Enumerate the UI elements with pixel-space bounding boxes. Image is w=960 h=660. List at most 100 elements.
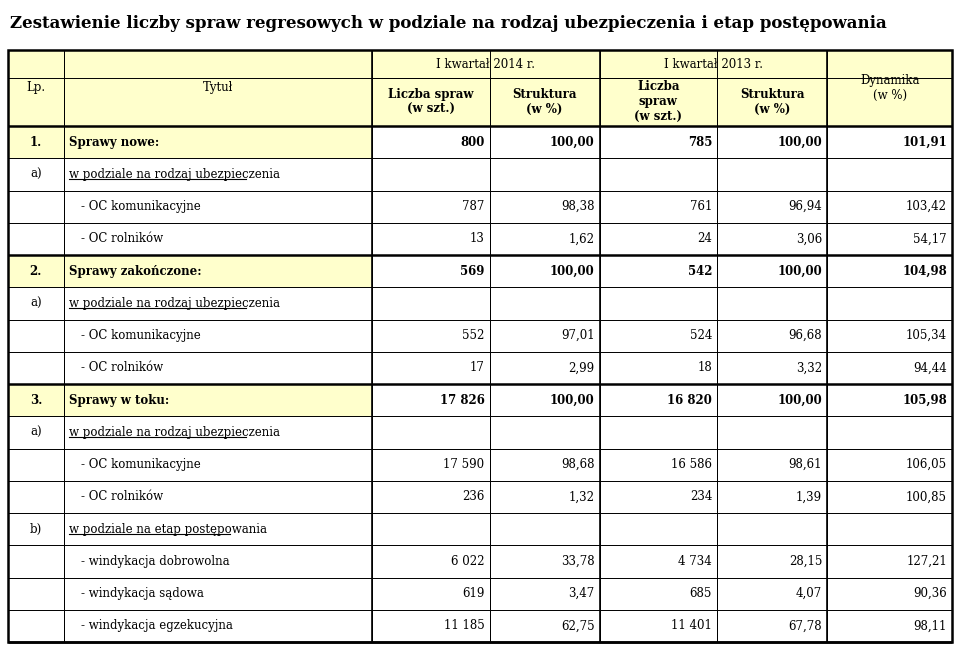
Text: 98,11: 98,11 <box>914 619 947 632</box>
Bar <box>8 191 63 223</box>
Text: Liczba
spraw
(w szt.): Liczba spraw (w szt.) <box>635 81 683 123</box>
Bar <box>828 191 952 223</box>
Text: w podziale na etap postępowania: w podziale na etap postępowania <box>69 523 267 536</box>
Bar <box>490 319 600 352</box>
Text: 62,75: 62,75 <box>561 619 594 632</box>
Bar <box>600 384 717 416</box>
Text: 542: 542 <box>687 265 712 278</box>
Text: 1,32: 1,32 <box>568 490 594 504</box>
Text: 104,98: 104,98 <box>902 265 947 278</box>
Text: 2.: 2. <box>30 265 42 278</box>
Text: 100,00: 100,00 <box>778 135 822 148</box>
Bar <box>63 416 372 449</box>
Bar <box>717 352 828 384</box>
Bar <box>490 191 600 223</box>
Bar <box>63 158 372 191</box>
Text: 11 401: 11 401 <box>671 619 712 632</box>
Bar <box>717 578 828 610</box>
Bar <box>8 126 63 158</box>
Bar <box>372 610 490 642</box>
Text: 524: 524 <box>689 329 712 342</box>
Bar <box>8 352 63 384</box>
Bar <box>490 384 600 416</box>
Bar <box>828 352 952 384</box>
Text: 100,00: 100,00 <box>778 393 822 407</box>
Bar <box>600 545 717 578</box>
Bar <box>600 126 717 158</box>
Text: b): b) <box>30 523 42 536</box>
Bar <box>490 578 600 610</box>
Bar <box>490 223 600 255</box>
Bar <box>8 50 63 126</box>
Bar <box>63 610 372 642</box>
Bar <box>372 480 490 513</box>
Bar <box>8 384 63 416</box>
Bar <box>63 352 372 384</box>
Text: 94,44: 94,44 <box>913 362 947 374</box>
Text: 17 590: 17 590 <box>444 458 485 471</box>
Bar <box>8 287 63 319</box>
Bar <box>828 287 952 319</box>
Bar <box>600 416 717 449</box>
Text: w podziale na rodzaj ubezpieczenia: w podziale na rodzaj ubezpieczenia <box>69 426 279 439</box>
Bar <box>828 50 952 126</box>
Text: I kwartał 2013 r.: I kwartał 2013 r. <box>664 57 763 71</box>
Text: 24: 24 <box>697 232 712 246</box>
Bar <box>490 513 600 545</box>
Text: 101,91: 101,91 <box>902 135 947 148</box>
Bar <box>600 578 717 610</box>
Bar <box>828 223 952 255</box>
Bar <box>717 287 828 319</box>
Text: 236: 236 <box>462 490 485 504</box>
Text: 98,68: 98,68 <box>562 458 594 471</box>
Text: Lp.: Lp. <box>26 81 45 94</box>
Text: 1,39: 1,39 <box>796 490 822 504</box>
Bar <box>8 449 63 480</box>
Bar <box>372 449 490 480</box>
Text: 100,00: 100,00 <box>778 265 822 278</box>
Bar <box>600 513 717 545</box>
Bar <box>600 50 828 78</box>
Text: 96,94: 96,94 <box>788 200 822 213</box>
Bar <box>8 255 63 287</box>
Bar <box>8 610 63 642</box>
Text: 67,78: 67,78 <box>788 619 822 632</box>
Bar <box>372 223 490 255</box>
Text: Sprawy w toku:: Sprawy w toku: <box>69 393 169 407</box>
Bar <box>600 78 717 126</box>
Text: Struktura
(w %): Struktura (w %) <box>740 88 804 116</box>
Text: 33,78: 33,78 <box>561 555 594 568</box>
Text: Liczba spraw
(w szt.): Liczba spraw (w szt.) <box>388 88 473 116</box>
Bar <box>8 416 63 449</box>
Text: 106,05: 106,05 <box>906 458 947 471</box>
Text: 787: 787 <box>462 200 485 213</box>
Text: 4,07: 4,07 <box>796 587 822 600</box>
Bar <box>8 223 63 255</box>
Bar <box>63 578 372 610</box>
Bar <box>490 610 600 642</box>
Bar <box>828 610 952 642</box>
Bar <box>372 255 490 287</box>
Bar <box>372 545 490 578</box>
Text: 97,01: 97,01 <box>561 329 594 342</box>
Bar <box>372 319 490 352</box>
Text: Sprawy nowe:: Sprawy nowe: <box>69 135 159 148</box>
Bar <box>717 480 828 513</box>
Bar <box>717 513 828 545</box>
Bar <box>372 126 490 158</box>
Bar <box>600 223 717 255</box>
Text: 98,38: 98,38 <box>562 200 594 213</box>
Text: 11 185: 11 185 <box>444 619 485 632</box>
Text: Tytuł: Tytuł <box>203 81 233 94</box>
Text: 3,06: 3,06 <box>796 232 822 246</box>
Text: 90,36: 90,36 <box>913 587 947 600</box>
Bar <box>8 578 63 610</box>
Bar <box>828 255 952 287</box>
Bar <box>600 191 717 223</box>
Bar <box>490 255 600 287</box>
Bar <box>63 255 372 287</box>
Bar <box>600 610 717 642</box>
Bar <box>600 449 717 480</box>
Bar <box>717 78 828 126</box>
Text: 3,47: 3,47 <box>568 587 594 600</box>
